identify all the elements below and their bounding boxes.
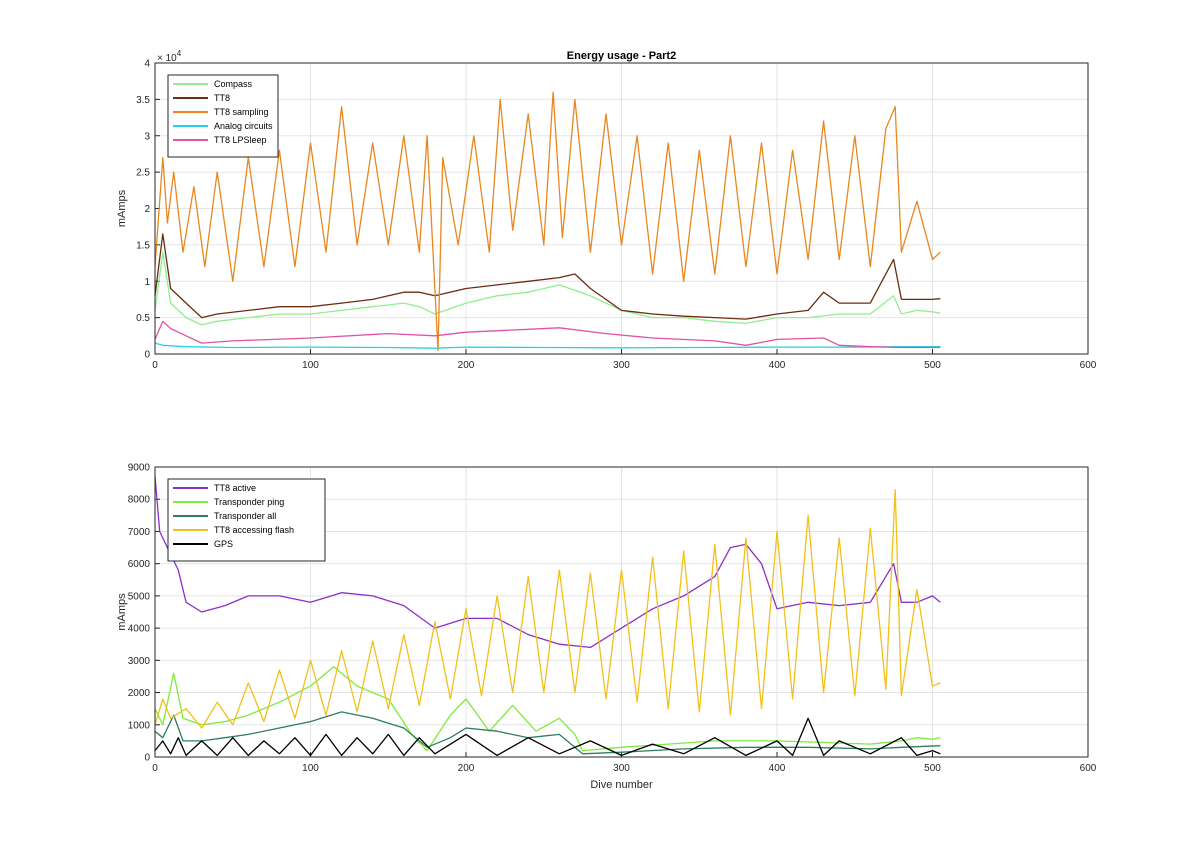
- legend-label: TT8 active: [214, 483, 256, 493]
- legend-label: TT8 LPSleep: [214, 135, 267, 145]
- y-tick-label: 1.5: [136, 240, 150, 251]
- y-axis-label: mAmps: [116, 189, 128, 227]
- y-tick-label: 0: [144, 753, 150, 764]
- series-line-analog-circuits: [154, 342, 941, 349]
- series-line-tt8-sampling: [154, 91, 941, 352]
- x-tick-label: 300: [613, 763, 630, 774]
- x-tick-label: 600: [1080, 763, 1097, 774]
- series-line-tt8: [154, 233, 941, 320]
- y-tick-label: 4: [144, 59, 150, 70]
- x-tick-label: 500: [924, 360, 941, 371]
- chart-title: Energy usage - Part2: [567, 50, 676, 62]
- series-line-tt8-accessing-flash: [154, 488, 941, 729]
- legend-label: Analog circuits: [214, 121, 273, 131]
- series-line-transponder-all: [154, 711, 941, 755]
- y-tick-label: 2.5: [136, 168, 150, 179]
- y-tick-label: 3: [144, 131, 150, 142]
- series-line-transponder-ping: [154, 666, 941, 752]
- x-tick-label: 200: [458, 763, 475, 774]
- y-tick-label: 4000: [128, 624, 151, 635]
- top-axes: 0 100 200 300 400 500 600 0 0.5 1 1.5 2 2.5 3 3.5 4 × 10…: [116, 49, 1097, 371]
- x-tick-label: 100: [302, 763, 319, 774]
- y-tick-label: 2000: [128, 688, 151, 699]
- y-tick-label: 1: [144, 277, 150, 288]
- y-tick-label: 8000: [128, 495, 151, 506]
- legend-label: Transponder ping: [214, 497, 284, 507]
- y-tick-label: 5000: [128, 591, 151, 602]
- y-tick-label: 1000: [128, 720, 151, 731]
- y-exponent-label: × 104: [157, 49, 182, 64]
- x-tick-label: 500: [924, 763, 941, 774]
- series-line-tt8-active: [154, 476, 941, 649]
- x-tick-label: 0: [152, 763, 158, 774]
- y-tick-label: 6000: [128, 559, 151, 570]
- y-tick-label: 0.5: [136, 313, 150, 324]
- x-tick-label: 300: [613, 360, 630, 371]
- x-tick-label: 200: [458, 360, 475, 371]
- series-line-gps: [154, 717, 941, 757]
- legend-label: Compass: [214, 79, 253, 89]
- x-tick-label: 400: [769, 360, 786, 371]
- x-tick-label: 400: [769, 763, 786, 774]
- y-tick-label: 3000: [128, 656, 151, 667]
- y-axis-label: mAmps: [116, 593, 128, 631]
- legend-box: [167, 478, 326, 562]
- legend-box: [167, 74, 279, 158]
- legend-label: TT8: [214, 93, 230, 103]
- legend-label: TT8 accessing flash: [214, 525, 294, 535]
- x-axis-label: Dive number: [590, 779, 653, 791]
- legend-label: GPS: [214, 539, 233, 549]
- y-tick-label: 2: [144, 204, 150, 215]
- x-tick-label: 100: [302, 360, 319, 371]
- bottom-axes: 0 100 200 300 400 500 600010002000300040005000…: [116, 463, 1097, 792]
- axes-frame: [154, 62, 1089, 355]
- series-line-compass: [154, 251, 941, 326]
- series-line-tt8-lpsleep: [154, 320, 941, 349]
- legend-label: TT8 sampling: [214, 107, 269, 117]
- y-tick-label: 0: [144, 350, 150, 361]
- y-tick-label: 9000: [128, 463, 151, 474]
- legend-label: Transponder all: [214, 511, 276, 521]
- y-tick-label: 3.5: [136, 95, 150, 106]
- x-tick-label: 0: [152, 360, 158, 371]
- axes-frame: [154, 466, 1089, 758]
- x-tick-label: 600: [1080, 360, 1097, 371]
- y-tick-label: 7000: [128, 527, 151, 538]
